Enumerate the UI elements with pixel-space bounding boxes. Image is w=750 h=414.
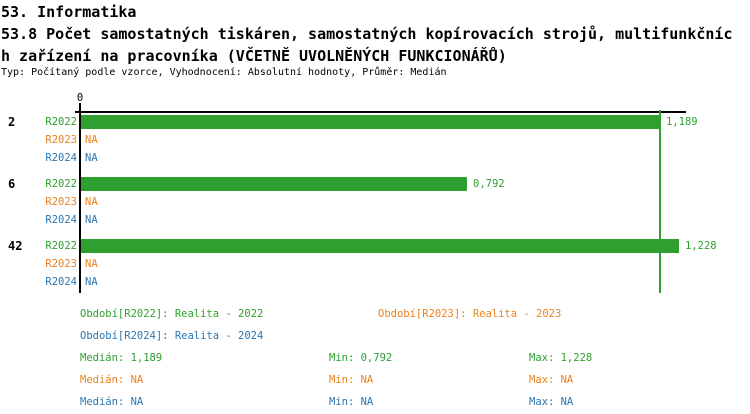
category-label: 2 bbox=[8, 115, 16, 129]
page-title-line-1: 53. Informatika bbox=[1, 3, 137, 21]
stat-max: Max: NA bbox=[529, 374, 574, 386]
chart-row-na: R2023 NA bbox=[0, 195, 750, 209]
stats-row-r2023: Medián: NA Min: NA Max: NA bbox=[0, 374, 750, 387]
stat-max: Max: 1,228 bbox=[529, 352, 593, 364]
chart-row-bar: 6 R2022 0,792 bbox=[0, 177, 750, 191]
bar-r2022 bbox=[81, 239, 679, 253]
stat-median: Medián: NA bbox=[80, 396, 144, 408]
bar-r2022 bbox=[81, 115, 660, 129]
series-label-r2024: R2024 bbox=[45, 276, 77, 288]
stat-max: Max: NA bbox=[529, 396, 574, 408]
series-label-r2024: R2024 bbox=[45, 152, 77, 164]
page-title-line-3: h zařízení na pracovníka (VČETNĚ UVOLNĚN… bbox=[1, 47, 507, 65]
legend-entry-r2024: Období[R2024]: Realita - 2024 bbox=[80, 330, 264, 342]
chart-row-na: R2023 NA bbox=[0, 257, 750, 271]
stats-row-r2022: Medián: 1,189 Min: 0,792 Max: 1,228 bbox=[0, 352, 750, 365]
na-value-label: NA bbox=[85, 196, 98, 208]
series-label-r2023: R2023 bbox=[45, 134, 77, 146]
median-line bbox=[659, 110, 661, 293]
axis-zero-tick-label: 0 bbox=[76, 92, 84, 104]
chart-row-na: R2024 NA bbox=[0, 213, 750, 227]
stat-min: Min: NA bbox=[329, 374, 374, 386]
chart-row-na: R2024 NA bbox=[0, 151, 750, 165]
legend-row-1: Období[R2022]: Realita - 2022 Období[R20… bbox=[0, 308, 750, 321]
series-label-r2022: R2022 bbox=[45, 116, 77, 128]
stat-min: Min: NA bbox=[329, 396, 374, 408]
legend-row-2: Období[R2024]: Realita - 2024 bbox=[0, 330, 750, 343]
series-label-r2023: R2023 bbox=[45, 196, 77, 208]
na-value-label: NA bbox=[85, 152, 98, 164]
page-title-line-2: 53.8 Počet samostatných tiskáren, samost… bbox=[1, 25, 733, 43]
na-value-label: NA bbox=[85, 214, 98, 226]
report-settings-line: Typ: Počítaný podle vzorce, Vyhodnocení:… bbox=[1, 67, 447, 78]
series-label-r2022: R2022 bbox=[45, 240, 77, 252]
series-label-r2024: R2024 bbox=[45, 214, 77, 226]
x-axis-ruler bbox=[75, 111, 686, 113]
y-axis-line bbox=[79, 103, 81, 293]
chart-row-bar: 2 R2022 1,189 bbox=[0, 115, 750, 129]
category-label: 42 bbox=[8, 239, 23, 253]
series-label-r2023: R2023 bbox=[45, 258, 77, 270]
legend-entry-r2022: Období[R2022]: Realita - 2022 bbox=[80, 308, 264, 320]
stat-min: Min: 0,792 bbox=[329, 352, 393, 364]
stat-median: Medián: NA bbox=[80, 374, 144, 386]
legend-entry-r2023: Období[R2023]: Realita - 2023 bbox=[378, 308, 562, 320]
bar-r2022 bbox=[81, 177, 467, 191]
na-value-label: NA bbox=[85, 258, 98, 270]
stats-row-r2024: Medián: NA Min: NA Max: NA bbox=[0, 396, 750, 409]
chart-row-na: R2023 NA bbox=[0, 133, 750, 147]
bar-value-label: 0,792 bbox=[473, 178, 505, 190]
bar-value-label: 1,228 bbox=[685, 240, 717, 252]
bar-value-label: 1,189 bbox=[666, 116, 698, 128]
category-label: 6 bbox=[8, 177, 16, 191]
chart-row-bar: 42 R2022 1,228 bbox=[0, 239, 750, 253]
na-value-label: NA bbox=[85, 134, 98, 146]
chart-row-na: R2024 NA bbox=[0, 275, 750, 289]
stat-median: Medián: 1,189 bbox=[80, 352, 163, 364]
na-value-label: NA bbox=[85, 276, 98, 288]
series-label-r2022: R2022 bbox=[45, 178, 77, 190]
